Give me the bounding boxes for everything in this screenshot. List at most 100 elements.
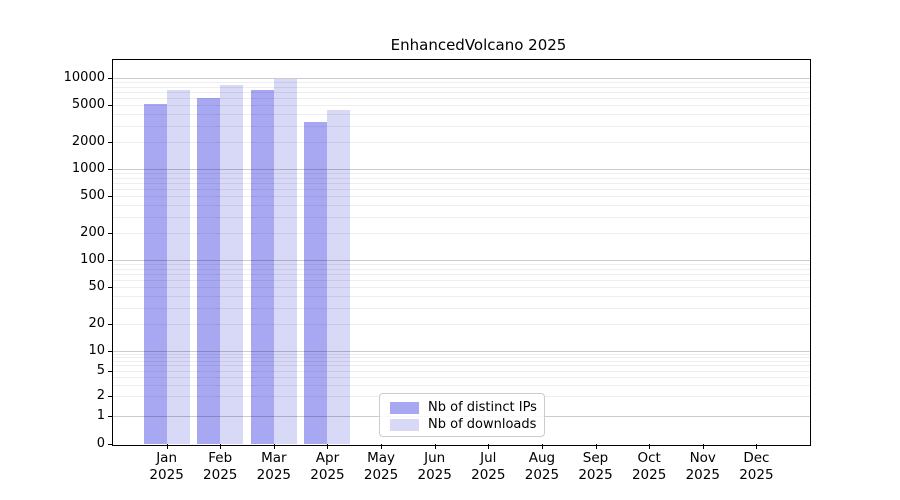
y-tick-label: 10000 <box>63 70 105 85</box>
legend-entry-downloads: Nb of downloads <box>390 416 544 433</box>
y-tick <box>108 351 113 352</box>
gridline-minor <box>113 268 810 270</box>
y-tick-label: 0 <box>96 436 105 451</box>
bar-distinct-ips-apr <box>304 121 328 444</box>
legend-entry-distinct-ips: Nb of distinct IPs <box>390 399 544 416</box>
y-tick <box>108 396 113 398</box>
x-tick <box>702 444 704 449</box>
x-tick <box>756 444 758 449</box>
y-tick <box>108 260 113 261</box>
x-tick <box>327 444 329 449</box>
legend: Nb of distinct IPs Nb of downloads <box>379 393 545 437</box>
x-tick-label: Jun 2025 <box>417 450 452 483</box>
gridline-minor <box>113 98 810 100</box>
y-tick-label: 50 <box>88 279 105 295</box>
bar-distinct-ips-jan <box>143 103 167 444</box>
y-tick-label: 5 <box>96 362 105 378</box>
x-tick <box>273 444 275 449</box>
x-tick-label: Aug 2025 <box>524 450 560 483</box>
chart-title: EnhancedVolcano 2025 <box>390 36 567 54</box>
legend-swatch-distinct-ips <box>390 401 419 414</box>
gridline-minor <box>113 264 810 266</box>
bar-distinct-ips-feb <box>197 98 221 444</box>
y-tick <box>108 78 113 79</box>
x-tick-label: Jan 2025 <box>149 450 184 483</box>
gridline-minor <box>113 189 810 191</box>
gridline-minor <box>113 274 810 276</box>
x-tick <box>595 444 597 449</box>
x-tick-label: Mar 2025 <box>256 450 292 483</box>
gridline-minor <box>113 361 810 363</box>
x-tick <box>488 444 490 449</box>
y-tick-label: 5000 <box>71 97 105 113</box>
y-tick-label: 1000 <box>71 161 105 176</box>
gridline-minor <box>113 370 810 372</box>
y-tick <box>108 196 113 198</box>
gridline-minor <box>113 296 810 298</box>
y-tick-label: 200 <box>80 224 105 240</box>
x-tick-label: Dec 2025 <box>739 450 774 483</box>
x-tick <box>649 444 651 449</box>
y-tick <box>108 444 113 445</box>
y-tick <box>108 232 113 234</box>
y-tick-label: 20 <box>88 315 105 331</box>
y-tick-label: 500 <box>80 188 105 204</box>
gridline-minor <box>113 82 810 84</box>
gridline-minor <box>113 357 810 359</box>
y-tick <box>108 416 113 417</box>
x-tick <box>434 444 436 449</box>
x-tick <box>381 444 383 449</box>
x-tick-label: Feb 2025 <box>203 450 238 483</box>
x-tick-label: Oct 2025 <box>631 450 667 483</box>
gridline-major <box>113 351 810 352</box>
x-tick <box>166 444 168 449</box>
gridline-major <box>113 169 810 170</box>
x-tick-label: Apr 2025 <box>310 450 345 483</box>
gridline-minor <box>113 365 810 367</box>
gridline-minor <box>113 177 810 179</box>
x-tick-label: May 2025 <box>363 450 399 483</box>
gridline-minor <box>113 92 810 94</box>
gridline-minor <box>113 287 810 289</box>
gridline-minor <box>113 376 810 378</box>
y-tick <box>108 323 113 325</box>
gridline-minor <box>113 173 810 175</box>
y-tick-label: 1 <box>96 408 105 423</box>
gridline-minor <box>113 323 810 325</box>
gridline-minor <box>113 196 810 198</box>
y-tick <box>108 370 113 372</box>
bar-downloads-jan <box>166 89 190 444</box>
y-tick <box>108 287 113 289</box>
gridline-minor <box>113 125 810 127</box>
x-tick-label: Nov 2025 <box>685 450 720 483</box>
gridline-minor <box>113 232 810 234</box>
gridline-minor <box>113 105 810 107</box>
y-tick-label: 100 <box>80 252 105 267</box>
bar-downloads-feb <box>220 85 244 444</box>
legend-label-distinct-ips: Nb of distinct IPs <box>428 400 537 415</box>
gridline-minor <box>113 307 810 309</box>
gridline-major <box>113 260 810 261</box>
y-tick <box>108 141 113 143</box>
gridline-minor <box>113 280 810 282</box>
x-tick <box>541 444 543 449</box>
gridline-minor <box>113 141 810 143</box>
gridline-minor <box>113 353 810 355</box>
x-tick <box>220 444 222 449</box>
legend-swatch-downloads <box>390 418 419 431</box>
bar-downloads-apr <box>327 110 351 444</box>
gridline-minor <box>113 216 810 218</box>
x-tick-label: Jul 2025 <box>471 450 506 483</box>
y-tick <box>108 105 113 107</box>
bar-distinct-ips-mar <box>250 89 274 444</box>
gridline-minor <box>113 86 810 88</box>
y-tick-label: 2000 <box>71 133 105 149</box>
gridline-major <box>113 78 810 79</box>
bar-downloads-mar <box>273 79 297 444</box>
y-tick-label: 10 <box>88 343 105 358</box>
gridline-minor <box>113 183 810 185</box>
y-tick <box>108 169 113 170</box>
gridline-minor <box>113 384 810 386</box>
y-tick-label: 2 <box>96 388 105 404</box>
